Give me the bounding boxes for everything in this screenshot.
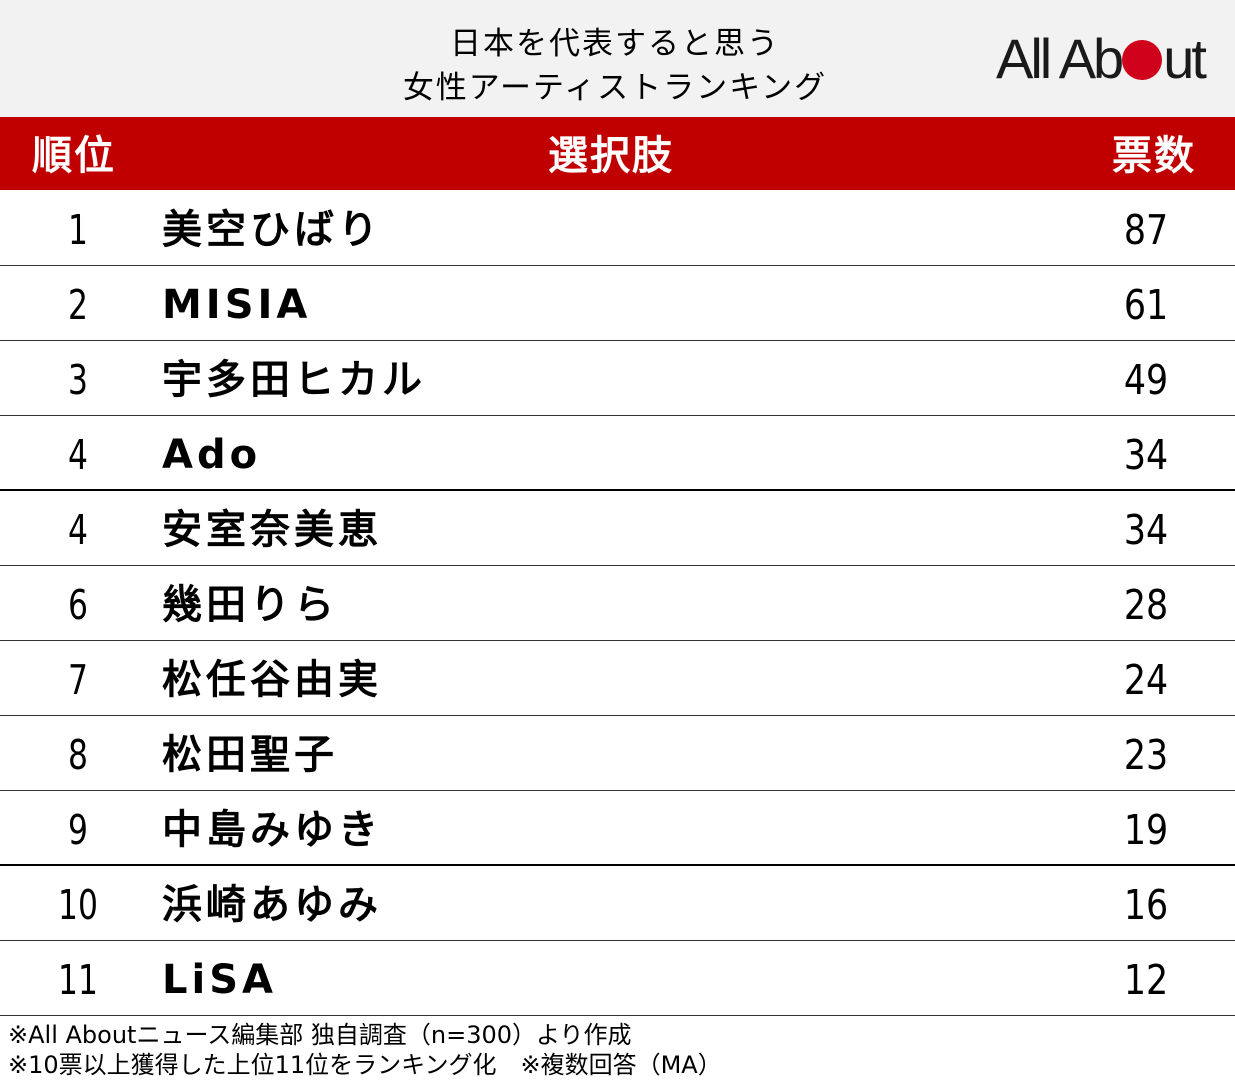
artist-name-cell: 宇多田ヒカル <box>162 357 426 403</box>
artist-name-cell: 浜崎あゆみ <box>162 882 382 928</box>
votes-cell: 61 <box>1123 281 1169 329</box>
rank-cell: 10 <box>58 881 98 929</box>
artist-name-cell: 美空ひばり <box>162 207 382 253</box>
artist-name-cell: 中島みゆき <box>162 807 382 853</box>
rank-cell: 7 <box>68 656 88 704</box>
table-row: 9 中島みゆき 19 <box>0 791 1235 866</box>
table-row: 11 LiSA 12 <box>0 941 1235 1016</box>
votes-cell: 19 <box>1123 806 1169 854</box>
rank-cell: 4 <box>68 506 88 554</box>
logo-text-part-1: All Ab <box>996 27 1124 90</box>
table-body: 1 美空ひばり 87 2 MISIA 61 3 宇多田ヒカル 49 4 Ado … <box>0 191 1235 1016</box>
header-rank: 順位 <box>32 133 116 179</box>
table-row: 10 浜崎あゆみ 16 <box>0 866 1235 941</box>
artist-name-cell: 松任谷由実 <box>162 657 382 703</box>
votes-cell: 12 <box>1123 956 1169 1004</box>
table-row: 6 幾田りら 28 <box>0 566 1235 641</box>
artist-name-cell: 安室奈美恵 <box>162 507 382 553</box>
table-row: 2 MISIA 61 <box>0 266 1235 341</box>
artist-name-cell: 松田聖子 <box>162 732 338 778</box>
table-row: 3 宇多田ヒカル 49 <box>0 341 1235 416</box>
table-header: 順位 選択肢 票数 <box>0 117 1235 190</box>
artist-name-cell: LiSA <box>162 957 277 1003</box>
table-row: 8 松田聖子 23 <box>0 716 1235 791</box>
rank-cell: 9 <box>68 806 88 854</box>
table-row: 4 安室奈美恵 34 <box>0 491 1235 566</box>
logo-text-part-2: ut <box>1163 27 1207 90</box>
footer-note-method: ※10票以上獲得した上位11位をランキング化 ※複数回答（MA） <box>8 1051 722 1079</box>
allabout-logo: All Ab ut <box>996 24 1207 94</box>
header-votes: 票数 <box>1112 133 1196 179</box>
title-band: 日本を代表すると思う 女性アーティストランキング All Ab ut <box>0 0 1235 117</box>
table-row: 7 松任谷由実 24 <box>0 641 1235 716</box>
votes-cell: 23 <box>1123 731 1169 779</box>
logo-red-dot-icon <box>1122 40 1163 80</box>
votes-cell: 34 <box>1123 431 1169 479</box>
artist-name-cell: 幾田りら <box>162 582 338 628</box>
header-choice: 選択肢 <box>548 133 674 179</box>
votes-cell: 87 <box>1123 206 1169 254</box>
rank-cell: 2 <box>68 281 88 329</box>
rank-cell: 1 <box>68 206 88 254</box>
rank-cell: 3 <box>68 356 88 404</box>
votes-cell: 28 <box>1123 581 1169 629</box>
votes-cell: 24 <box>1123 656 1169 704</box>
rank-cell: 4 <box>68 431 88 479</box>
rank-cell: 11 <box>58 956 98 1004</box>
footer-note-source: ※All Aboutニュース編集部 独自調査（n=300）より作成 <box>8 1021 632 1049</box>
title-line-1: 日本を代表すると思う <box>450 26 780 62</box>
artist-name-cell: Ado <box>162 432 262 478</box>
rank-cell: 6 <box>68 581 88 629</box>
table-row: 4 Ado 34 <box>0 416 1235 491</box>
rank-cell: 8 <box>68 731 88 779</box>
votes-cell: 16 <box>1123 881 1169 929</box>
table-row: 1 美空ひばり 87 <box>0 191 1235 266</box>
votes-cell: 49 <box>1123 356 1169 404</box>
page-title: 日本を代表すると思う 女性アーティストランキング <box>300 22 930 110</box>
title-line-2: 女性アーティストランキング <box>402 70 828 106</box>
footer-notes: ※All Aboutニュース編集部 独自調査（n=300）より作成 ※10票以上… <box>8 1020 722 1080</box>
votes-cell: 34 <box>1123 506 1169 554</box>
artist-name-cell: MISIA <box>162 282 312 328</box>
